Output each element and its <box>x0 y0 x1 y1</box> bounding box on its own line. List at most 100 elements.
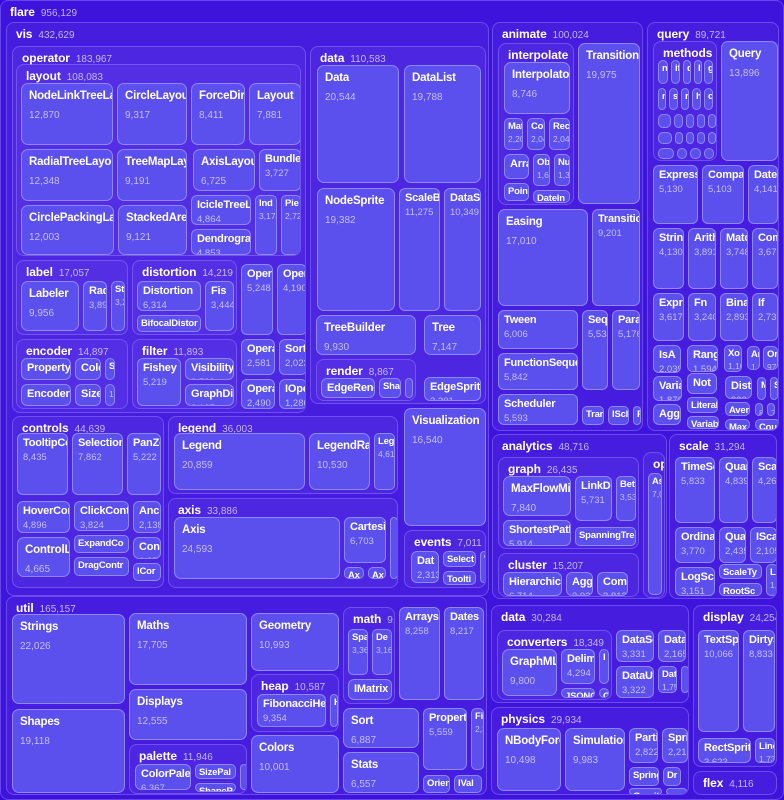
treemap-cell-springf[interactable]: SpringF 1,681 <box>629 767 659 786</box>
treemap-cell-cell[interactable] <box>666 788 687 794</box>
treemap-cell-if[interactable]: If 2,732 <box>752 293 778 341</box>
treemap-cell-radialtreelayout[interactable]: RadialTreeLayout 12,348 <box>21 149 113 201</box>
treemap-cell-cell[interactable] <box>708 132 716 144</box>
treemap-cell-geometry[interactable]: Geometry 10,993 <box>251 613 339 671</box>
treemap-cell-anc[interactable]: Anc 2,138 <box>133 501 161 533</box>
treemap-cell-textspr[interactable]: TextSpr 10,066 <box>698 630 739 732</box>
treemap-cell-scalety[interactable]: ScaleTy1,821 <box>719 564 762 579</box>
treemap-group-palette[interactable]: palette 11,946 ColorPalett 6,367 SizePal2,29… <box>129 744 247 794</box>
treemap-cell-range[interactable]: Range 1,594 <box>687 345 718 372</box>
treemap-cell-s[interactable]: S <box>105 358 115 380</box>
treemap-cell-shapes[interactable]: Shapes 19,118 <box>12 709 125 793</box>
treemap-cell-datas[interactable]: DataS 2,165 <box>658 630 686 662</box>
treemap-group-controls[interactable]: controls 44,639 TooltipCor 8,435 Selection 7,… <box>12 416 164 588</box>
treemap-cell-cell[interactable] <box>658 132 672 144</box>
treemap-cell-encoder[interactable]: Encoder <box>21 384 71 406</box>
treemap-group-display[interactable]: display 24,254 TextSpr 10,066 DirtySp 8,833 Re… <box>693 605 777 767</box>
treemap-cell-circlepackinglayo[interactable]: CirclePackingLayo 12,003 <box>21 205 114 255</box>
treemap-cell-ax[interactable]: Ax <box>344 567 364 579</box>
treemap-cell-bina[interactable]: Bina 2,893 <box>720 293 748 341</box>
treemap-cell-labeler[interactable]: Labeler 9,956 <box>21 281 79 331</box>
treemap-cell-rectsprite[interactable]: RectSprite 3,623 <box>698 738 751 763</box>
treemap-cell-varian[interactable]: Varian 1,876 <box>653 376 682 401</box>
treemap-cell-sort[interactable]: Sort 2,023 <box>279 339 305 375</box>
treemap-cell-dr[interactable]: Dr 1,082 <box>663 767 681 786</box>
treemap-cell-dragcontr[interactable]: DragContr <box>74 557 129 576</box>
treemap-cell-scheduler[interactable]: Scheduler 5,593 <box>498 394 578 425</box>
treemap-cell-tween[interactable]: Tween 6,006 <box>498 310 578 349</box>
treemap-cell-bifocaldistor[interactable]: BifocalDistor 4,461 <box>137 315 201 332</box>
treemap-cell-sta[interactable]: Sta 3,202 <box>111 281 125 331</box>
treemap-group-math[interactable]: math 9,346 Spa 3,36 De 3,16 IMatrix 2,815 <box>343 607 395 704</box>
treemap-cell-an[interactable]: An 1,027 <box>747 346 760 370</box>
treemap-cell-datalist[interactable]: DataList 19,788 <box>404 65 481 183</box>
treemap-cell-panzo[interactable]: PanZo 5,222 <box>127 433 161 495</box>
treemap-cell-cartesia[interactable]: Cartesia 6,703 <box>344 517 386 563</box>
treemap-group-label[interactable]: label 17,057 Labeler 9,956 Rad 3,899 Sta 3,202 <box>16 260 128 335</box>
treemap-cell-de[interactable]: De 3,16 <box>372 629 392 675</box>
treemap-cell-cell[interactable] <box>677 148 687 159</box>
treemap-cell-spri[interactable]: Spri 2,213 <box>662 728 688 763</box>
treemap-cell-spa[interactable]: Spa 3,36 <box>348 629 368 675</box>
treemap-cell-s[interactable]: s <box>669 88 678 110</box>
treemap-cell-datein[interactable]: DateIn <box>533 190 570 203</box>
treemap-group-events[interactable]: events 7,011 Dat 2,313 Select1,880 Toolti1,70… <box>404 530 486 588</box>
treemap-cell-nodesprite[interactable]: NodeSprite 19,382 <box>317 188 395 311</box>
treemap-cell-g[interactable]: g <box>704 60 713 84</box>
treemap-cell-spanningtre[interactable]: SpanningTre 3,416 <box>575 527 636 546</box>
treemap-group-methods[interactable]: methods14,3nifqlgnsrhc <box>653 41 717 161</box>
treemap-group-cluster[interactable]: cluster 15,207 Hierarchica 6,714 Agglo 3,938 C… <box>498 553 639 597</box>
treemap-cell-treemaplayo[interactable]: TreeMapLayo 9,191 <box>117 149 187 201</box>
treemap-cell-interpolator[interactable]: Interpolator 8,746 <box>504 62 570 114</box>
treemap-cell-bundled[interactable]: Bundled 3,727 <box>259 149 300 191</box>
treemap-cell-m[interactable]: M <box>757 377 766 400</box>
treemap-group-filter[interactable]: filter 11,893 Fishey 5,219 VisibilityF 3,509 G… <box>132 339 237 409</box>
treemap-cell-cell[interactable] <box>686 114 694 128</box>
treemap-cell-ax[interactable]: Ax <box>368 567 386 579</box>
treemap-cell-partic[interactable]: Partic 2,822 <box>629 728 658 763</box>
treemap-group-query[interactable]: query89,721methods14,3nifqlgnsrhcQuery13… <box>647 22 779 431</box>
treemap-cell-express[interactable]: Express 5,130 <box>653 165 698 224</box>
treemap-cell-dat[interactable]: Dat 1,75 <box>658 666 677 693</box>
treemap-cell-cell[interactable] <box>681 666 688 693</box>
treemap-cell-cell[interactable] <box>405 378 413 398</box>
treemap-cell-dates[interactable]: Dates 8,217 <box>444 607 484 700</box>
treemap-cell-max[interactable]: Max <box>725 419 750 430</box>
treemap-cell-transitio[interactable]: Transitio 9,201 <box>592 209 640 306</box>
treemap-cell-dateu[interactable]: DateU 4,141 <box>748 165 778 224</box>
treemap-cell-mat[interactable]: Mat 2,20 <box>504 118 523 150</box>
treemap-cell-expandco[interactable]: ExpandCo <box>74 535 129 553</box>
treemap-cell-visualization[interactable]: Visualization 16,540 <box>404 408 486 526</box>
treemap-cell-cell[interactable]: 791 <box>767 403 775 416</box>
treemap-cell-layout[interactable]: Layout 7,881 <box>249 83 300 145</box>
treemap-group-interpolate[interactable]: interpolate23,0 Interpolator 8,746 Mat 2,20 C… <box>498 43 574 205</box>
treemap-cell-datasp[interactable]: DataSp 10,349 <box>444 188 481 311</box>
treemap-cell-as[interactable]: As 7,0 <box>648 473 662 595</box>
treemap-cell-colorpalett[interactable]: ColorPalett 6,367 <box>135 764 191 790</box>
treemap-cell-rad[interactable]: Rad 3,899 <box>83 281 107 331</box>
treemap-cell-selection[interactable]: Selection 7,862 <box>72 433 123 495</box>
treemap-cell-legend[interactable]: Legend 20,859 <box>174 433 305 490</box>
treemap-cell-expres[interactable]: Expres 3,617 <box>653 293 684 341</box>
treemap-cell-query[interactable]: Query 13,896 <box>721 41 778 161</box>
treemap-cell-trar[interactable]: Trar <box>582 406 604 425</box>
treemap-cell-compar[interactable]: Compar 5,103 <box>702 165 744 224</box>
treemap-cell-edgerender[interactable]: EdgeRender <box>321 378 375 398</box>
treemap-cell-xo[interactable]: Xo 1,101 <box>724 345 742 372</box>
treemap-cell-circlelayout[interactable]: CircleLayout 9,317 <box>117 83 187 145</box>
treemap-cell-quant[interactable]: Quant 4,839 <box>719 457 748 523</box>
treemap-cell-dendrograml[interactable]: DendrogramL 4,853 <box>191 229 251 255</box>
treemap-cell-fn[interactable]: Fn 3,240 <box>688 293 716 341</box>
treemap-cell-cell[interactable] <box>390 517 397 579</box>
treemap-cell-cell[interactable]: 843 <box>755 403 763 416</box>
treemap-group-data[interactable]: data 110,583 Data 20,544 DataList 19,788 NodeS… <box>310 46 486 404</box>
treemap-cell-ob[interactable]: Ob 1,67 <box>533 154 550 186</box>
treemap-group-flex[interactable]: flex 4,116 <box>693 771 777 795</box>
treemap-cell-iope[interactable]: IOpe 1,286 <box>279 379 305 409</box>
treemap-cell-graphdis[interactable]: GraphDis 3,165 <box>185 384 234 406</box>
treemap-cell-lege[interactable]: Lege 4,614 <box>374 433 395 490</box>
treemap-cell-axis[interactable]: Axis 24,593 <box>174 517 340 579</box>
